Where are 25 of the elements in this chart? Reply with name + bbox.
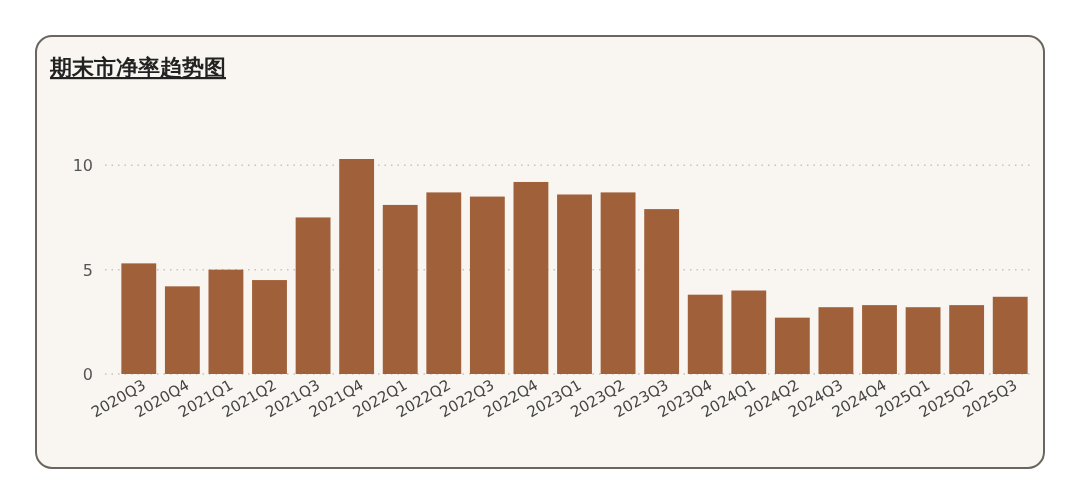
bar — [992, 296, 1028, 374]
bar — [687, 294, 723, 374]
bar — [731, 290, 767, 374]
bar — [121, 263, 157, 374]
bar — [426, 192, 462, 374]
bar — [949, 305, 985, 374]
bar — [295, 217, 331, 374]
bar — [862, 305, 897, 374]
bar — [513, 181, 549, 374]
y-tick-label: 10 — [72, 156, 93, 176]
y-tick-label: 5 — [82, 260, 93, 280]
bar — [382, 204, 418, 374]
bar — [164, 286, 200, 374]
bar — [208, 269, 244, 374]
chart-title: 期末市净率趋势图 — [49, 55, 226, 80]
bar — [644, 209, 680, 374]
bar — [252, 280, 287, 374]
bar — [818, 307, 854, 374]
bar — [557, 194, 592, 374]
bar — [600, 192, 636, 374]
y-tick-label: 0 — [82, 365, 93, 384]
bar — [905, 307, 941, 374]
bar — [774, 317, 810, 374]
bar — [339, 159, 375, 374]
bar — [469, 196, 505, 374]
